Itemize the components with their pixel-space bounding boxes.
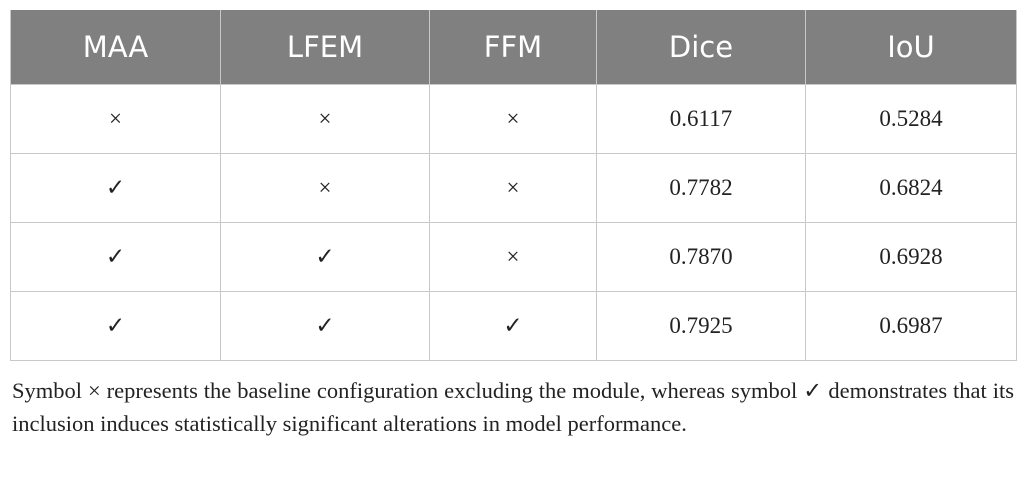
table-cell: 0.6117 bbox=[596, 84, 806, 154]
table-row: × × × 0.6117 0.5284 bbox=[10, 84, 1017, 154]
table-body: × × × 0.6117 0.5284 ✓ × × 0.7782 0.6824 ✓ ✓ × 0.7870 0… bbox=[10, 84, 1017, 361]
table-cell: ✓ bbox=[220, 222, 430, 292]
table-cell: × bbox=[429, 84, 597, 154]
table-cell: 0.7870 bbox=[596, 222, 806, 292]
table-cell: ✓ bbox=[10, 222, 221, 292]
header-row: MAA LFEM FFM Dice IoU bbox=[10, 10, 1017, 85]
table-cell: 0.6928 bbox=[805, 222, 1017, 292]
table-cell: × bbox=[10, 84, 221, 154]
header-cell: MAA bbox=[10, 10, 221, 85]
table-cell: 0.6824 bbox=[805, 153, 1017, 223]
table-cell: 0.7782 bbox=[596, 153, 806, 223]
header-cell: IoU bbox=[805, 10, 1017, 85]
table-cell: ✓ bbox=[10, 153, 221, 223]
header-cell: FFM bbox=[429, 10, 597, 85]
table-row: ✓ ✓ × 0.7870 0.6928 bbox=[10, 222, 1017, 292]
header-cell: LFEM bbox=[220, 10, 430, 85]
table-cell: × bbox=[429, 222, 597, 292]
table-cell: ✓ bbox=[220, 291, 430, 361]
caption: Symbol × represents the baseline configu… bbox=[12, 378, 1014, 436]
table-cell: 0.5284 bbox=[805, 84, 1017, 154]
table-cell: 0.7925 bbox=[596, 291, 806, 361]
table-cell: 0.6987 bbox=[805, 291, 1017, 361]
table-row: ✓ × × 0.7782 0.6824 bbox=[10, 153, 1017, 223]
results-table: MAA LFEM FFM Dice IoU × × × 0.6117 0.5284 ✓ × × 0.77… bbox=[10, 10, 1017, 361]
table-cell: × bbox=[220, 84, 430, 154]
table-row: ✓ ✓ ✓ 0.7925 0.6987 bbox=[10, 291, 1017, 361]
table-cell: × bbox=[429, 153, 597, 223]
table-cell: ✓ bbox=[10, 291, 221, 361]
table-cell: × bbox=[220, 153, 430, 223]
header-cell: Dice bbox=[596, 10, 806, 85]
table-cell: ✓ bbox=[429, 291, 597, 361]
